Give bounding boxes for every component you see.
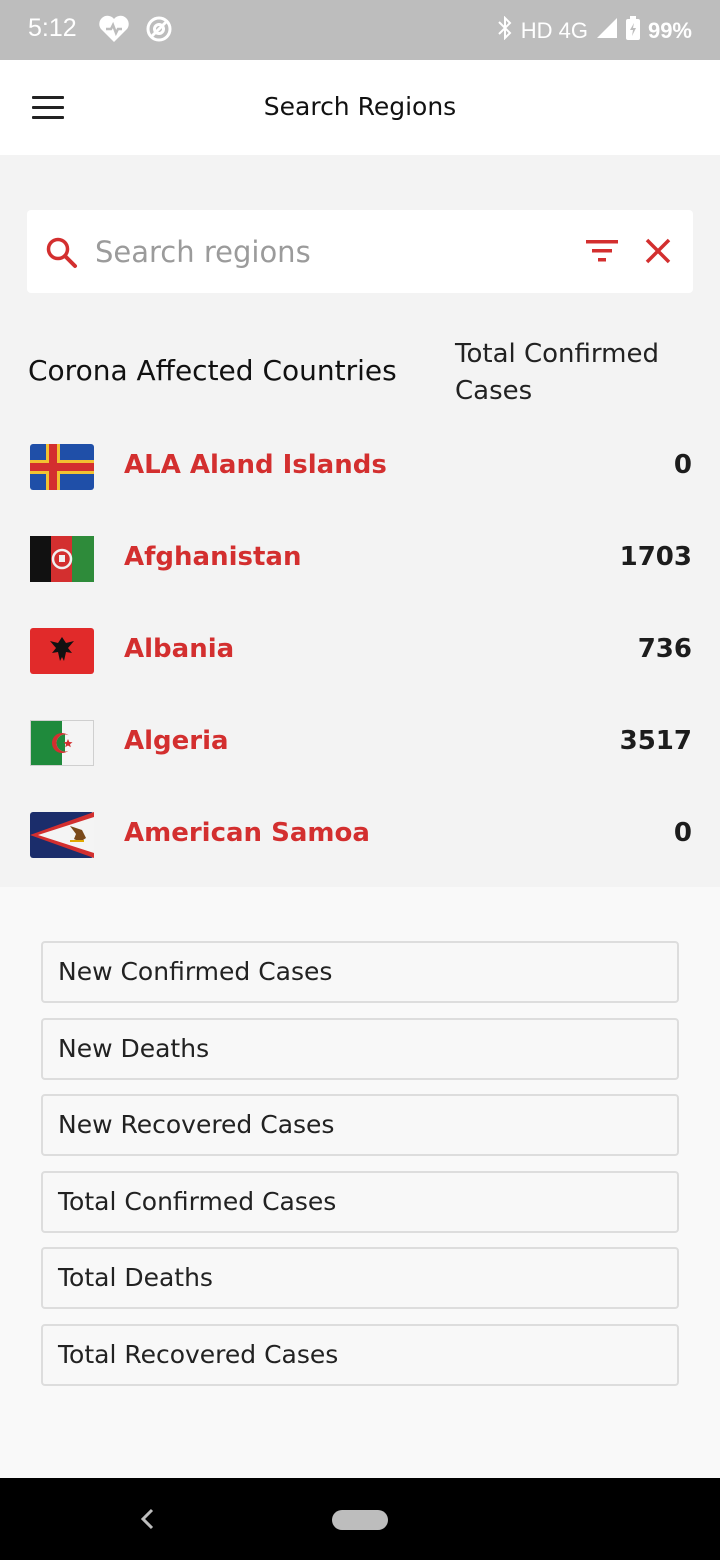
filter-options-panel: New Confirmed Cases New Deaths New Recov…	[0, 887, 720, 1478]
country-count: 0	[673, 818, 692, 848]
filter-option-total-recovered[interactable]: Total Recovered Cases	[41, 1324, 679, 1386]
battery-icon	[625, 16, 640, 46]
bluetooth-icon	[497, 15, 513, 46]
search-bar	[27, 210, 693, 293]
country-row[interactable]: Algeria 3517	[0, 698, 720, 790]
country-count: 3517	[619, 726, 692, 756]
country-name: Albania	[124, 634, 235, 664]
country-count: 736	[637, 634, 692, 664]
network-label: HD 4G	[520, 18, 588, 43]
status-time: 5:12	[28, 14, 77, 42]
heart-icon	[98, 14, 130, 48]
back-icon[interactable]	[134, 1504, 160, 1538]
clear-icon[interactable]	[643, 236, 673, 270]
filter-option-total-deaths[interactable]: Total Deaths	[41, 1247, 679, 1309]
battery-level: 99%	[647, 18, 692, 43]
app-bar: Search Regions	[0, 60, 720, 155]
country-row[interactable]: ALA Aland Islands 0	[0, 422, 720, 514]
country-row[interactable]: Albania 736	[0, 606, 720, 698]
filter-option-total-confirmed[interactable]: Total Confirmed Cases	[41, 1171, 679, 1233]
country-count: 1703	[619, 542, 692, 572]
signal-icon	[596, 17, 618, 45]
column-heading: Total Confirmed Cases	[455, 339, 659, 406]
country-name: Afghanistan	[124, 542, 302, 572]
country-name: Algeria	[124, 726, 229, 756]
hamburger-menu-icon[interactable]	[32, 96, 64, 120]
at-sign-icon	[144, 14, 174, 48]
country-count: 0	[673, 450, 692, 480]
country-name: ALA Aland Islands	[124, 450, 387, 480]
filter-icon[interactable]	[585, 238, 619, 268]
algeria-flag-icon	[30, 720, 94, 766]
system-nav-bar	[0, 1478, 720, 1560]
country-name: American Samoa	[124, 818, 370, 848]
albania-flag-icon	[30, 628, 94, 674]
filter-option-new-confirmed[interactable]: New Confirmed Cases	[41, 941, 679, 1003]
afghanistan-flag-icon	[30, 536, 94, 582]
country-row[interactable]: Afghanistan 1703	[0, 514, 720, 606]
country-row[interactable]: American Samoa 0	[0, 790, 720, 882]
status-right: HD 4G 99%	[497, 15, 692, 46]
aland-flag-icon	[30, 444, 94, 490]
search-icon[interactable]	[45, 236, 79, 274]
american-samoa-flag-icon	[30, 812, 94, 858]
filter-option-new-recovered[interactable]: New Recovered Cases	[41, 1094, 679, 1156]
page-title: Search Regions	[263, 92, 457, 121]
home-button[interactable]	[332, 1510, 388, 1530]
list-heading: Corona Affected Countries	[28, 354, 397, 387]
search-input[interactable]	[95, 228, 565, 276]
status-bar: 5:12 HD 4G 99%	[0, 0, 720, 60]
filter-option-new-deaths[interactable]: New Deaths	[41, 1018, 679, 1080]
